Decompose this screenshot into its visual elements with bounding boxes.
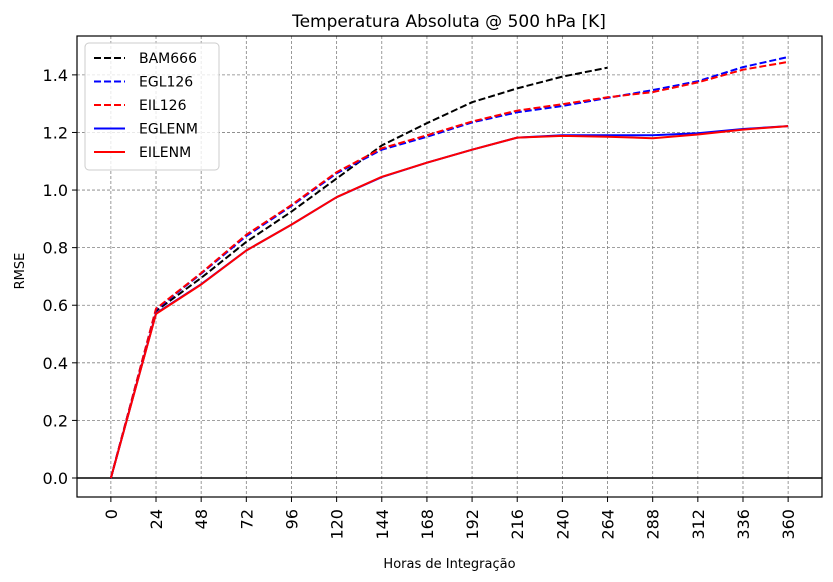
x-tick-label: 168 <box>418 509 437 540</box>
legend-label-bam666: BAM666 <box>139 51 197 67</box>
series-group <box>109 56 789 479</box>
x-tick-label: 72 <box>237 509 256 529</box>
x-tick-label: 312 <box>689 509 708 540</box>
y-axis-label: RMSE <box>13 253 28 290</box>
x-tick-label: 96 <box>282 509 301 529</box>
grid <box>77 36 822 497</box>
y-axis-ticks: 0.0 0.2 0.4 0.6 0.8 1.0 1.2 1.4 <box>43 66 77 488</box>
x-tick-label: 336 <box>734 509 753 540</box>
x-tick-label: 120 <box>328 509 347 540</box>
x-tick-label: 288 <box>644 509 663 540</box>
legend-label-eglenm: EGLENM <box>139 122 198 138</box>
x-tick-label: 240 <box>553 509 572 540</box>
x-tick-label: 144 <box>373 509 392 540</box>
y-tick-label: 1.4 <box>43 66 68 85</box>
axes-frame <box>76 35 823 498</box>
y-tick-label: 0.6 <box>43 296 68 315</box>
x-tick-label: 0 <box>102 509 121 519</box>
x-axis-ticks: 0 24 48 72 96 120 144 168 192 216 240 264 288 312 336 3… <box>102 497 798 540</box>
series-line-eil126 <box>109 60 789 479</box>
x-tick-label: 24 <box>147 509 166 529</box>
legend-label-eilenm: EILENM <box>139 145 191 161</box>
y-tick-label: 0.2 <box>43 411 68 430</box>
y-tick-label: 1.2 <box>43 123 68 142</box>
y-tick-label: 0.0 <box>43 469 68 488</box>
legend-label-egl126: EGL126 <box>139 75 193 91</box>
x-tick-label: 216 <box>508 509 527 540</box>
legend-box <box>84 42 220 171</box>
y-tick-label: 1.0 <box>43 181 68 200</box>
legend-label-eil126: EIL126 <box>139 98 187 114</box>
x-tick-label: 48 <box>192 509 211 529</box>
legend: BAM666 EGL126 EIL126 EGLENM EILENM <box>84 42 220 171</box>
y-tick-label: 0.8 <box>43 239 68 258</box>
chart-title: Temperatura Absoluta @ 500 hPa [K] <box>291 12 606 32</box>
y-tick-label: 0.4 <box>43 354 68 373</box>
x-tick-label: 192 <box>463 509 482 540</box>
series-line-eilenm <box>109 125 789 479</box>
x-tick-label: 264 <box>599 509 618 540</box>
x-tick-label: 360 <box>779 509 798 540</box>
x-axis-label: Horas de Integração <box>383 557 515 572</box>
